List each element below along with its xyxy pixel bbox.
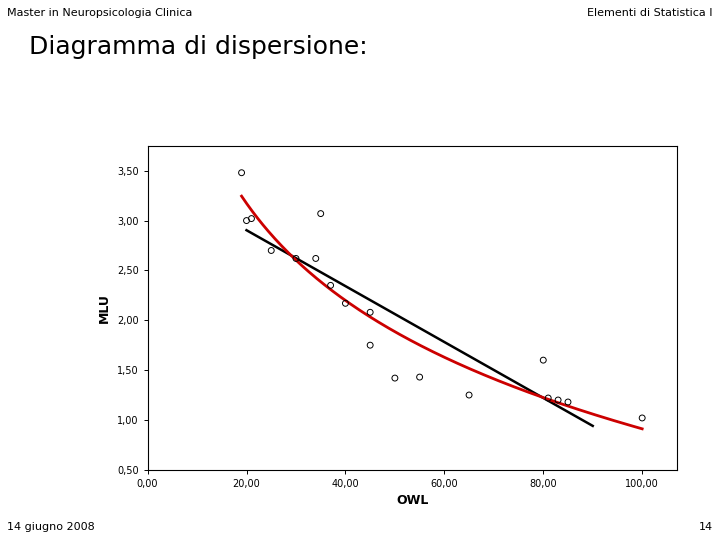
X-axis label: OWL: OWL (396, 495, 428, 508)
Point (310, 254, 322, 263)
Point (562, 397, 574, 406)
Point (636, 414, 648, 422)
Point (542, 394, 554, 402)
Y-axis label: MLU: MLU (98, 293, 112, 323)
Point (552, 396, 564, 404)
Point (340, 299, 351, 308)
Point (364, 308, 376, 316)
Point (240, 216, 252, 225)
Point (236, 168, 248, 177)
Point (463, 391, 474, 400)
Text: 14: 14 (698, 522, 713, 532)
Text: 14 giugno 2008: 14 giugno 2008 (7, 522, 95, 532)
Text: Diagramma di dispersione:: Diagramma di dispersione: (29, 35, 367, 59)
Point (315, 210, 326, 218)
Point (325, 281, 336, 289)
Point (290, 254, 302, 263)
Point (414, 373, 426, 381)
Point (246, 214, 257, 223)
Point (538, 356, 549, 364)
Text: Master in Neuropsicologia Clinica: Master in Neuropsicologia Clinica (7, 8, 192, 18)
Point (389, 374, 400, 382)
Point (266, 246, 277, 255)
Text: Elementi di Statistica I: Elementi di Statistica I (588, 8, 713, 18)
Point (364, 341, 376, 349)
